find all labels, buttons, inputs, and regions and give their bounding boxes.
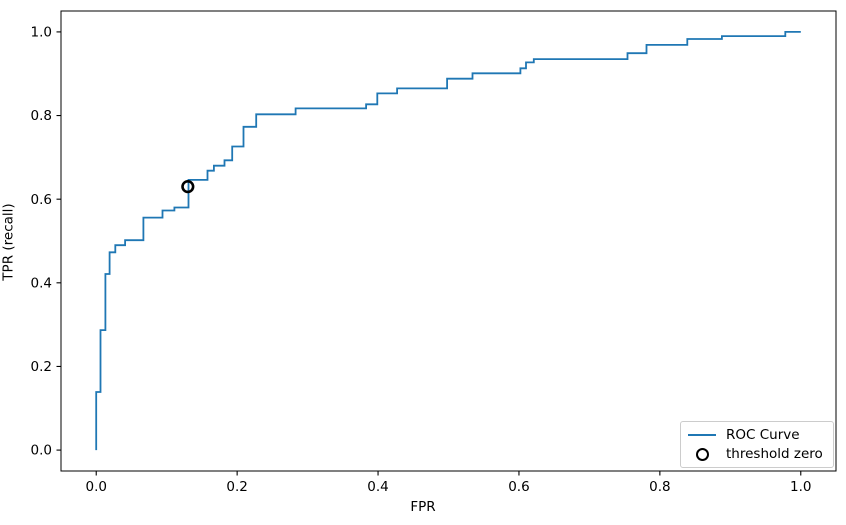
threshold-zero-marker [181,180,195,194]
line-sample-icon [688,434,716,436]
y-tick-label: 0.0 [31,443,52,459]
x-axis-label: FPR [410,499,436,515]
legend-item-roc-curve: ROC Curve [687,427,827,443]
roc-curve-line [95,30,801,451]
y-tick-label: 0.6 [31,192,52,208]
legend-label-threshold-zero: threshold zero [726,446,823,462]
y-tick-label: 0.4 [31,275,52,291]
legend: ROC Curve threshold zero [680,421,834,468]
x-tick-label: 0.2 [226,479,247,495]
x-tick-label: 0.6 [508,479,529,495]
x-tick-label: 1.0 [790,479,811,495]
y-tick-label: 0.2 [31,359,52,375]
y-tick-label: 0.8 [31,108,52,124]
open-circle-icon [695,447,709,461]
x-tick-label: 0.4 [367,479,388,495]
x-tick-label: 0.0 [85,479,106,495]
x-tick-label: 0.8 [649,479,670,495]
threshold-zero-marker-icon [687,447,717,461]
y-axis-label: TPR (recall) [0,203,17,281]
legend-item-threshold-zero: threshold zero [687,446,827,462]
axes-spines [60,10,837,472]
roc-curve-line-icon [687,434,717,436]
y-tick-label: 1.0 [31,25,52,41]
legend-label-roc-curve: ROC Curve [726,427,800,443]
